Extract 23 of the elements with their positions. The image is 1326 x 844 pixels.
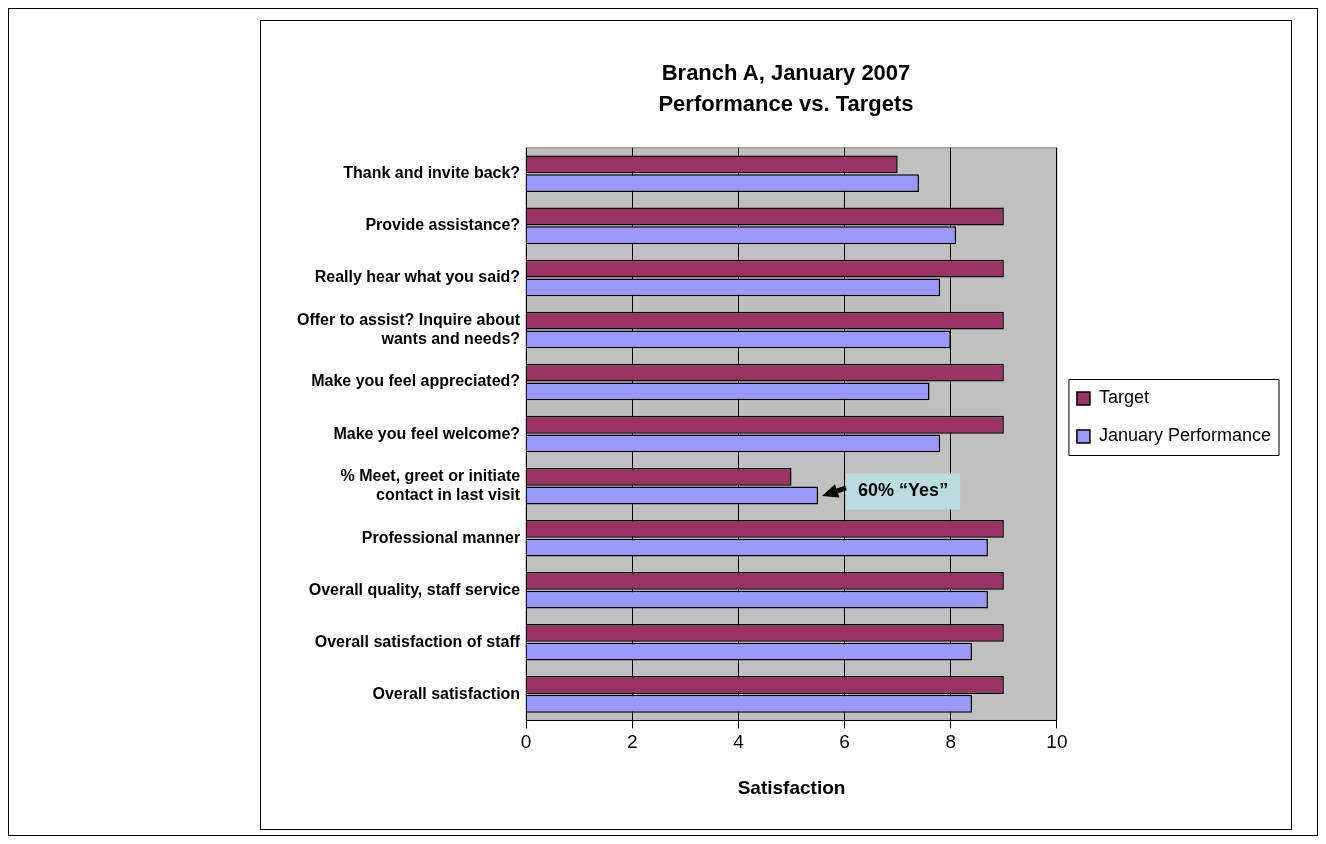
- y-tick-label: Professional manner: [361, 528, 521, 546]
- x-tick-label: 4: [733, 731, 745, 753]
- y-tick-label: Overall quality, staff service: [308, 580, 521, 598]
- y-tick-label: Thank and invite back?: [343, 164, 521, 182]
- legend-label: January Performance: [1098, 425, 1272, 446]
- y-tick-label: % Meet, greet or initiate contact in last visit: [340, 466, 521, 504]
- y-tick-label: Overall satisfaction: [372, 684, 521, 702]
- chart-subtitle: Performance vs. Targets: [658, 90, 914, 116]
- x-tick-label: 8: [945, 731, 957, 753]
- annotation: 60% “Yes”: [858, 480, 949, 501]
- y-tick-label: Overall satisfaction of staff: [314, 632, 521, 650]
- x-tick-label: 2: [627, 731, 638, 753]
- y-tick-label: Really hear what you said?: [314, 268, 521, 286]
- x-axis-title: Satisfaction: [737, 776, 846, 798]
- y-tick-label: Provide assistance?: [365, 216, 521, 234]
- y-tick-label: Offer to assist? Inquire about wants and needs?: [296, 310, 521, 347]
- x-tick-label: 0: [520, 731, 532, 753]
- x-tick-label: 10: [1046, 731, 1068, 753]
- legend-label: Target: [1098, 387, 1149, 408]
- x-tick-label: 6: [839, 731, 850, 753]
- chart-title: Branch A, January 2007: [661, 60, 911, 86]
- y-tick-label: Make you feel appreciated?: [311, 372, 521, 390]
- y-tick-label: Make you feel welcome?: [333, 424, 521, 442]
